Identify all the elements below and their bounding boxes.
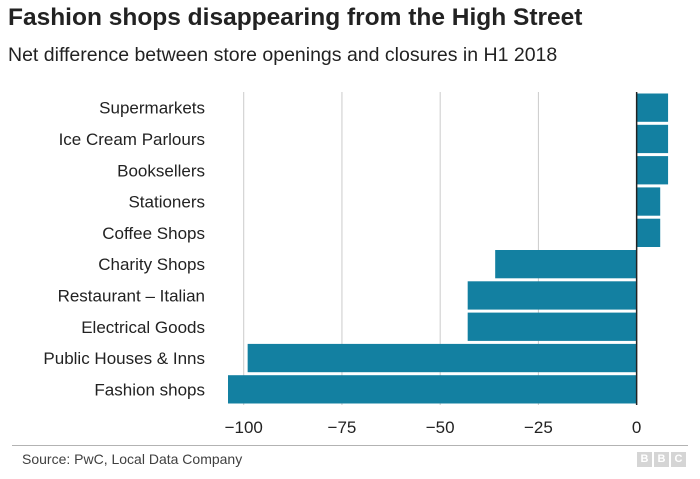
logo-letter-2: B — [654, 451, 669, 467]
bar-4 — [636, 218, 661, 247]
bar-3 — [636, 187, 661, 216]
publisher-logo: B B C — [637, 451, 686, 467]
category-label-2: Booksellers — [117, 161, 205, 180]
chart-title: Fashion shops disappearing from the High… — [8, 4, 583, 31]
logo-letter-1: B — [637, 451, 652, 467]
x-tick-label-0: −100 — [225, 418, 263, 437]
bar-6 — [467, 281, 637, 310]
bar-8 — [247, 343, 637, 373]
category-label-5: Charity Shops — [98, 255, 205, 274]
source-note: Source: PwC, Local Data Company — [22, 451, 243, 467]
category-label-0: Supermarkets — [99, 99, 205, 118]
bar-7 — [467, 312, 637, 341]
chart-subtitle: Net difference between store openings an… — [8, 44, 558, 66]
category-label-8: Public Houses & Inns — [43, 349, 205, 368]
category-label-3: Stationers — [128, 193, 205, 212]
bar-0 — [636, 93, 669, 122]
bar-2 — [636, 156, 669, 185]
footer-divider — [12, 445, 688, 446]
x-tick-label-2: −50 — [426, 418, 455, 437]
bar-1 — [636, 124, 669, 154]
logo-letter-3: C — [671, 451, 686, 467]
x-tick-label-4: 0 — [632, 418, 641, 437]
category-label-9: Fashion shops — [94, 380, 205, 399]
category-label-6: Restaurant – Italian — [58, 286, 205, 305]
category-label-7: Electrical Goods — [81, 318, 205, 337]
category-label-4: Coffee Shops — [102, 224, 205, 243]
x-tick-label-1: −75 — [328, 418, 357, 437]
category-label-1: Ice Cream Parlours — [59, 130, 205, 149]
x-tick-label-3: −25 — [524, 418, 553, 437]
bar-5 — [495, 250, 637, 279]
bar-9 — [228, 375, 637, 404]
